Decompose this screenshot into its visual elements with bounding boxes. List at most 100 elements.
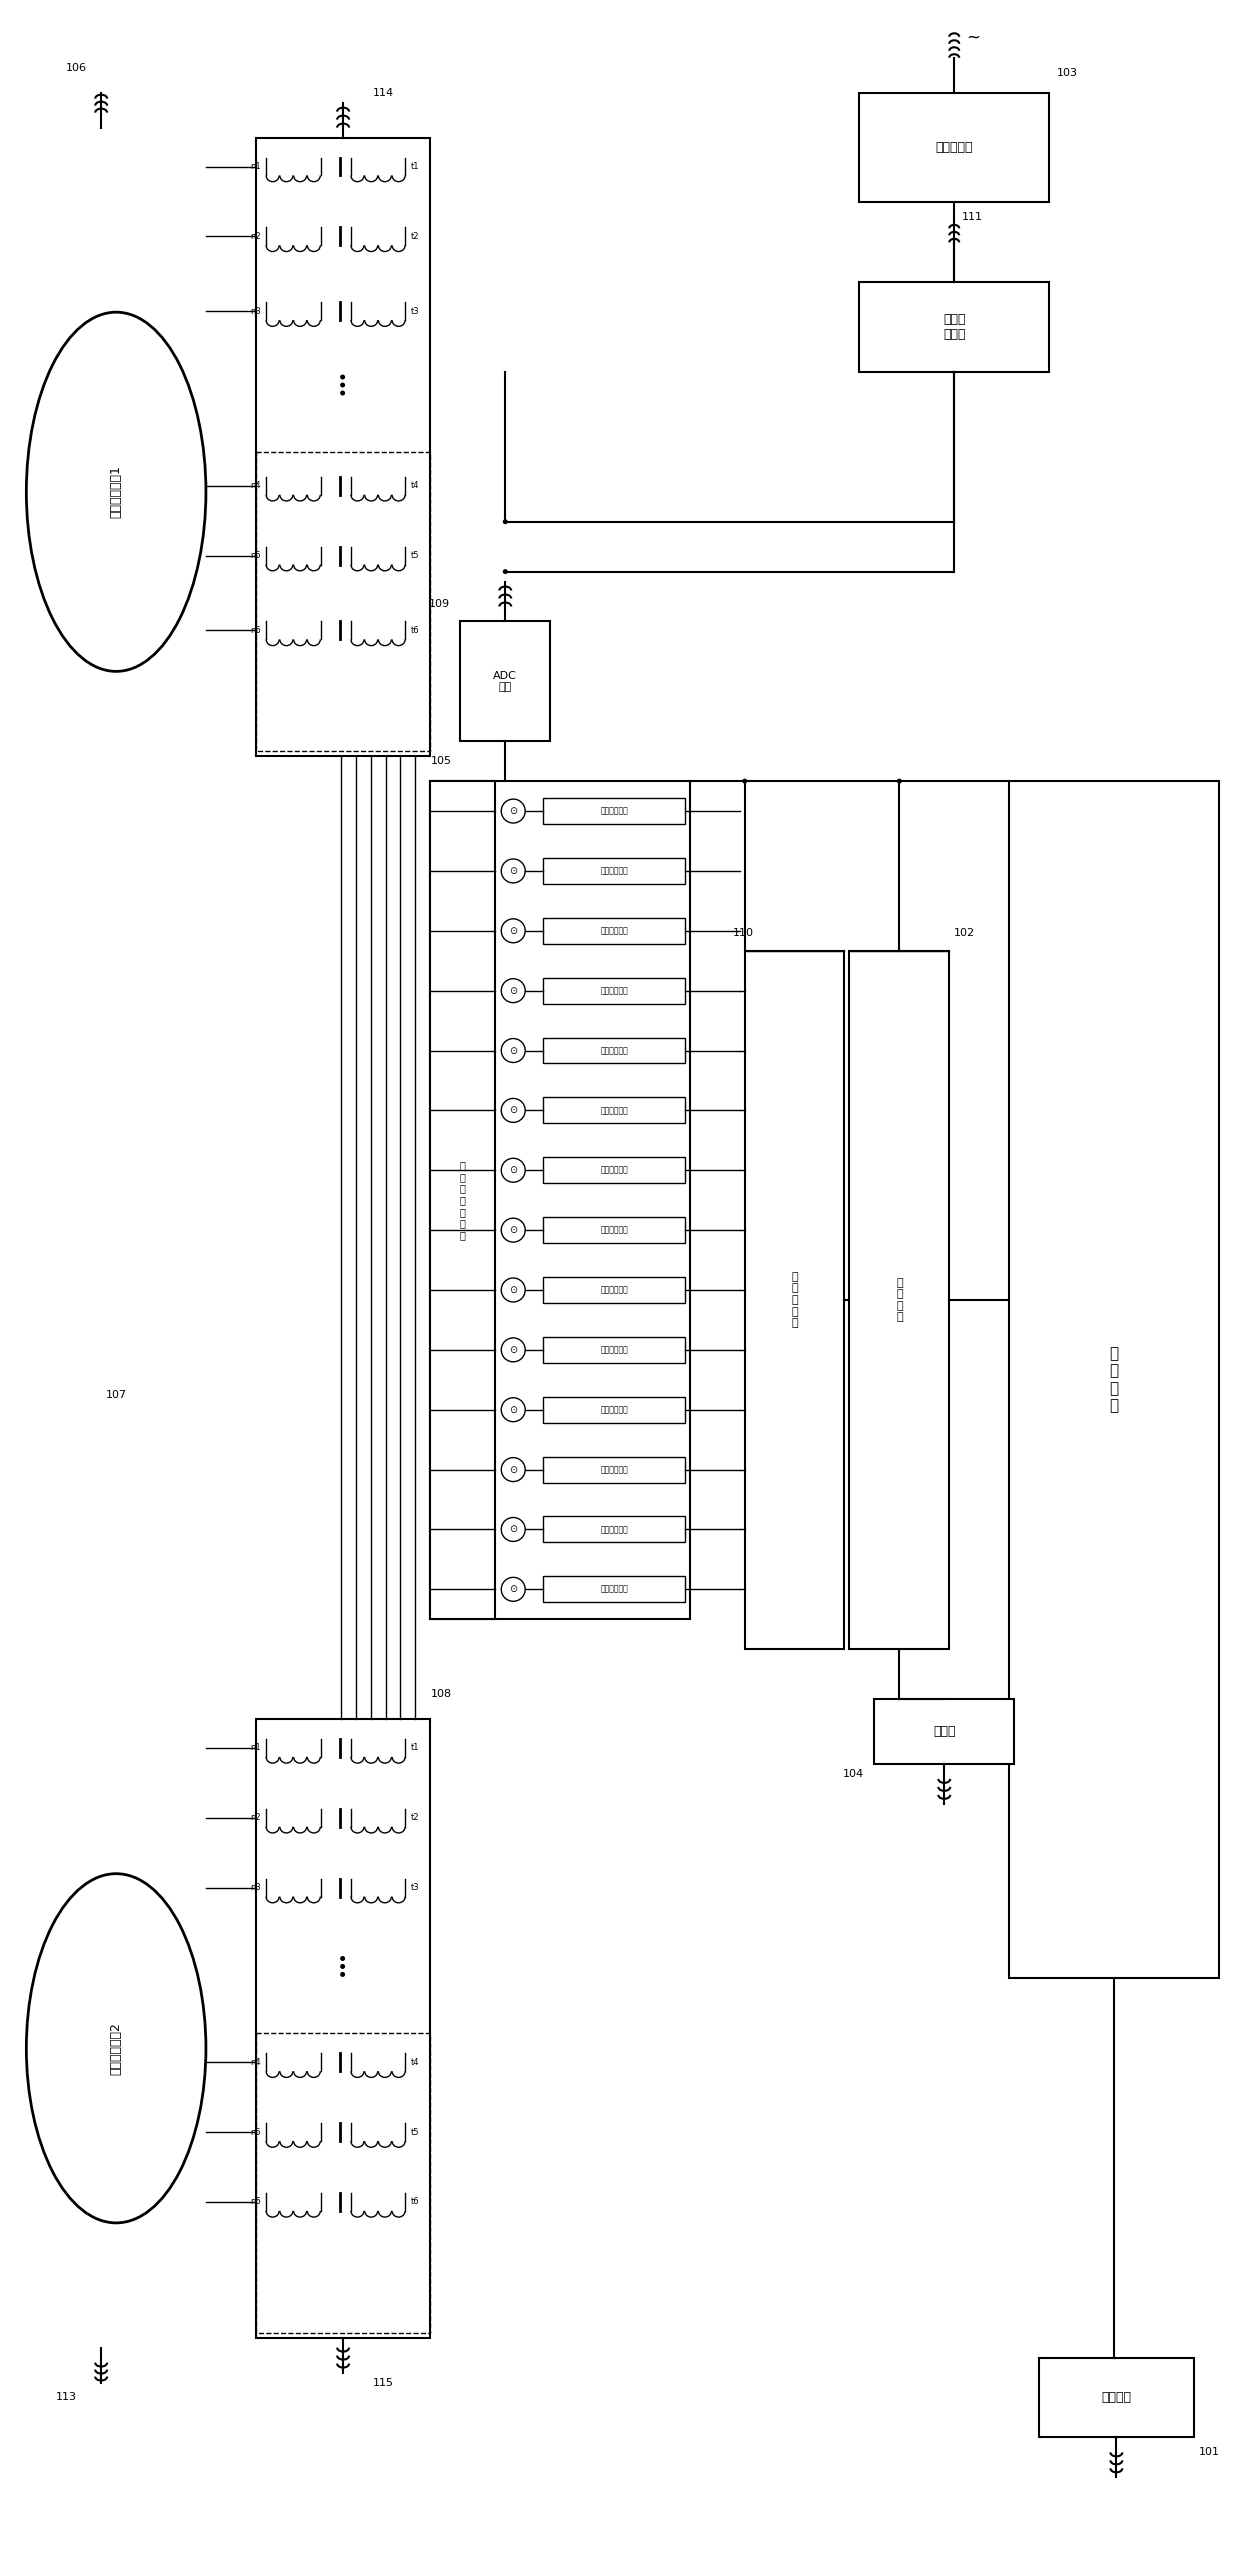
Text: n5: n5 [250, 2129, 260, 2137]
Text: 115: 115 [373, 2378, 394, 2388]
Text: ⊙: ⊙ [510, 865, 517, 876]
Bar [874, 1700, 1014, 1764]
Bar [543, 1158, 684, 1184]
Text: n1: n1 [250, 1744, 260, 1751]
Bar [543, 1217, 684, 1243]
Bar [849, 950, 950, 1649]
Text: n3: n3 [250, 306, 260, 316]
Text: 108: 108 [430, 1690, 451, 1700]
Text: ⊙: ⊙ [510, 1464, 517, 1474]
Bar [255, 452, 430, 752]
Text: ⊙: ⊙ [510, 1284, 517, 1294]
Text: 一阶书滤波器: 一阶书滤波器 [600, 1584, 627, 1595]
Text: t1: t1 [410, 162, 419, 172]
Circle shape [340, 1965, 345, 1970]
Text: ⊙: ⊙ [510, 927, 517, 935]
Circle shape [502, 519, 507, 524]
Text: 主控制器: 主控制器 [1101, 2391, 1131, 2404]
Text: 一阶书滤波器: 一阶书滤波器 [600, 1107, 627, 1115]
Text: ⊙: ⊙ [510, 806, 517, 817]
Bar [543, 917, 684, 945]
Bar [859, 92, 1049, 203]
Text: 一阶书滤波器: 一阶书滤波器 [600, 865, 627, 876]
Text: ⊙: ⊙ [510, 1405, 517, 1415]
Text: 109: 109 [429, 598, 450, 609]
Text: 一阶书滤波器: 一阶书滤波器 [600, 806, 627, 817]
Text: ⊙: ⊙ [510, 1225, 517, 1235]
Text: 一阶书滤波器: 一阶书滤波器 [600, 1346, 627, 1353]
Text: 交流充电源: 交流充电源 [935, 141, 973, 154]
Text: 一阶书滤波器: 一阶书滤波器 [600, 1405, 627, 1415]
Text: n5: n5 [250, 552, 260, 560]
Text: n2: n2 [250, 1813, 260, 1823]
Text: 一阶书滤波器: 一阶书滤波器 [600, 1166, 627, 1174]
Text: 一阶书滤波器: 一阶书滤波器 [600, 927, 627, 935]
Text: 一阶书滤波器: 一阶书滤波器 [600, 1045, 627, 1055]
Circle shape [340, 383, 345, 388]
Text: 交流异步电机2: 交流异步电机2 [109, 2021, 123, 2075]
Bar [255, 139, 430, 755]
Text: ⊙: ⊙ [510, 1166, 517, 1176]
Text: ⊙: ⊙ [510, 1584, 517, 1595]
Text: t4: t4 [410, 480, 419, 490]
Text: n4: n4 [250, 480, 260, 490]
Text: 113: 113 [56, 2393, 77, 2404]
Text: t3: t3 [410, 306, 419, 316]
Text: t5: t5 [410, 2129, 419, 2137]
Text: 107: 107 [105, 1389, 126, 1400]
Text: 105: 105 [430, 755, 451, 765]
Text: t6: t6 [410, 627, 419, 634]
Text: n4: n4 [250, 2057, 260, 2067]
Text: 交直流
变换器: 交直流 变换器 [942, 313, 966, 342]
Text: 102: 102 [955, 927, 976, 937]
Bar [255, 2034, 430, 2332]
Text: 直
流
母
线: 直 流 母 线 [897, 1276, 903, 1323]
Text: 104: 104 [843, 1769, 864, 1780]
Text: n2: n2 [250, 231, 260, 241]
Text: t6: t6 [410, 2198, 419, 2206]
Text: 蓄电池: 蓄电池 [932, 1726, 956, 1739]
Bar [543, 1037, 684, 1063]
Text: 一阶书滤波器: 一阶书滤波器 [600, 986, 627, 996]
Bar [543, 978, 684, 1004]
Text: ⊙: ⊙ [510, 1525, 517, 1536]
Text: 一阶书滤波器: 一阶书滤波器 [600, 1287, 627, 1294]
Circle shape [743, 778, 748, 783]
Bar [543, 1577, 684, 1602]
Text: 六
相
逆
变
驱
动
器: 六 相 逆 变 驱 动 器 [460, 1161, 466, 1240]
Text: n3: n3 [250, 1882, 260, 1893]
Text: ~: ~ [966, 28, 981, 46]
Text: 110: 110 [733, 927, 754, 937]
Text: t2: t2 [410, 1813, 419, 1823]
Bar [859, 282, 1049, 372]
Bar [543, 1097, 684, 1122]
Text: t1: t1 [410, 1744, 419, 1751]
Text: 111: 111 [962, 213, 983, 223]
Bar [430, 781, 689, 1620]
Bar [543, 1456, 684, 1482]
Bar [1009, 781, 1219, 1977]
Text: n6: n6 [250, 2198, 260, 2206]
Bar [543, 1276, 684, 1302]
Circle shape [340, 1972, 345, 1977]
Text: 一阶书滤波器: 一阶书滤波器 [600, 1225, 627, 1235]
Bar [430, 781, 495, 1620]
Circle shape [502, 570, 507, 575]
Bar [460, 621, 551, 742]
Text: 交流异步电机1: 交流异步电机1 [109, 465, 123, 519]
Text: 106: 106 [66, 62, 87, 72]
Bar [255, 1718, 430, 2337]
Text: ADC
模块: ADC 模块 [494, 670, 517, 693]
Text: t3: t3 [410, 1882, 419, 1893]
Bar [543, 799, 684, 824]
Text: t4: t4 [410, 2057, 419, 2067]
Bar [745, 950, 844, 1649]
Circle shape [340, 375, 345, 380]
Text: t5: t5 [410, 552, 419, 560]
Bar [543, 1397, 684, 1423]
Text: 主
控
制
器: 主 控 制 器 [1110, 1346, 1118, 1412]
Text: ⊙: ⊙ [510, 1346, 517, 1356]
Circle shape [340, 1957, 345, 1962]
Text: n1: n1 [250, 162, 260, 172]
Text: ⊙: ⊙ [510, 986, 517, 996]
